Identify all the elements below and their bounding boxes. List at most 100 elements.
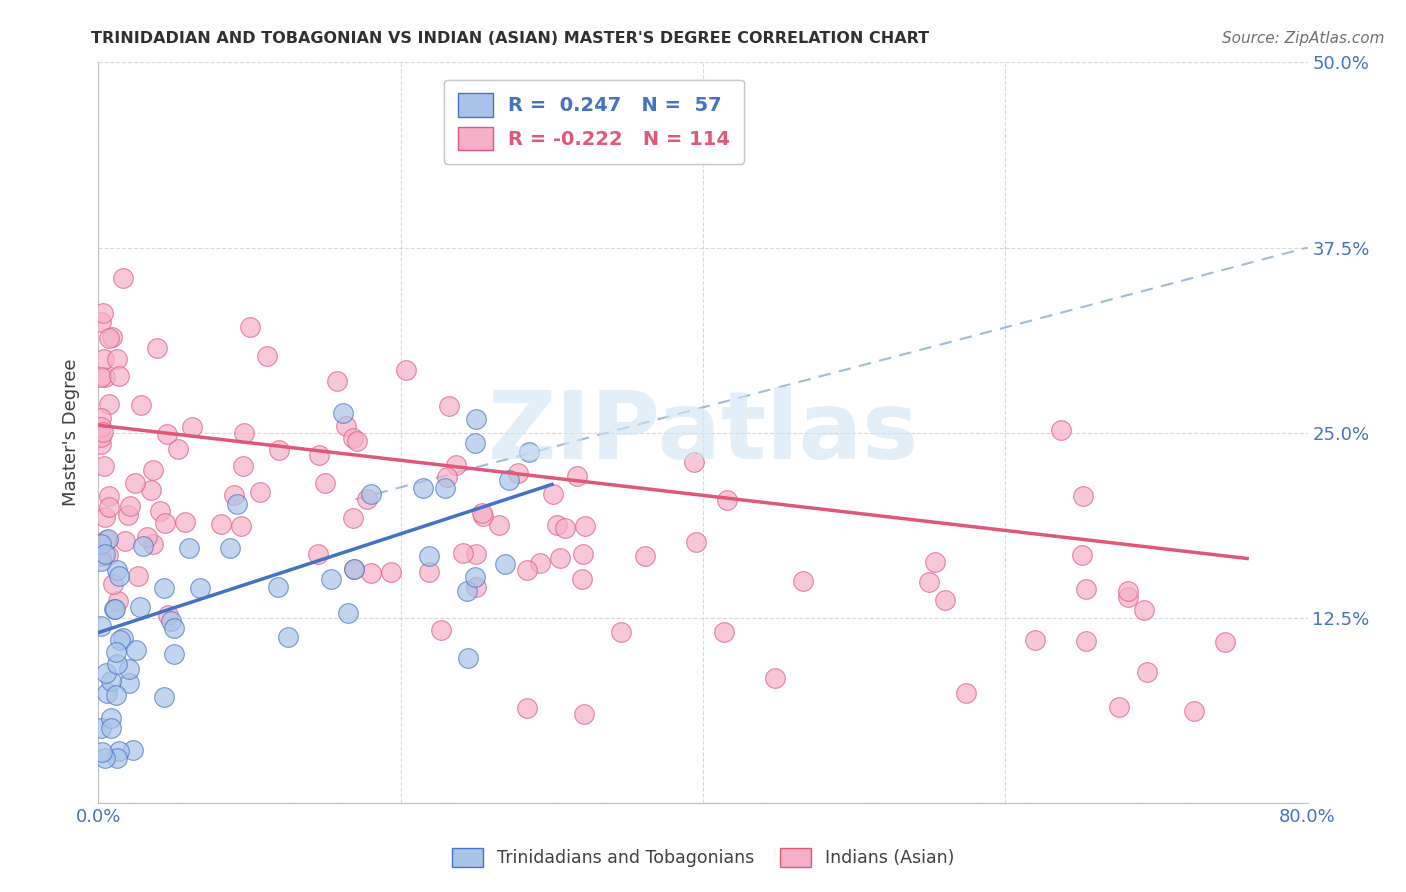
Point [517, 445, 540, 459]
Point [360, 487, 382, 501]
Point [1132, 603, 1154, 617]
Point [93, 459, 115, 474]
Point [93, 369, 115, 384]
Point [100, 711, 122, 725]
Point [90, 537, 112, 551]
Point [342, 511, 364, 525]
Point [319, 572, 342, 586]
Point [93, 547, 115, 561]
Point [104, 688, 127, 702]
Point [792, 574, 814, 589]
Point [112, 631, 135, 645]
Point [314, 476, 336, 491]
Point [360, 566, 382, 581]
Point [90, 618, 112, 632]
Point [118, 499, 141, 513]
Point [955, 686, 977, 700]
Point [380, 565, 402, 579]
Point [98, 489, 121, 503]
Point [472, 509, 495, 524]
Point [1024, 632, 1046, 647]
Point [118, 676, 141, 690]
Point [326, 374, 349, 388]
Text: TRINIDADIAN AND TOBAGONIAN VS INDIAN (ASIAN) MASTER'S DEGREE CORRELATION CHART: TRINIDADIAN AND TOBAGONIAN VS INDIAN (AS… [91, 31, 929, 46]
Point [508, 466, 530, 480]
Point [308, 448, 330, 462]
Point [464, 436, 486, 450]
Point [98, 500, 121, 514]
Point [97, 331, 120, 345]
Point [167, 442, 190, 456]
Point [103, 577, 125, 591]
Point [572, 548, 595, 562]
Point [453, 546, 475, 560]
Point [494, 558, 516, 572]
Point [343, 562, 366, 576]
Point [232, 425, 254, 440]
Point [1076, 633, 1098, 648]
Point [218, 541, 240, 555]
Point [222, 488, 245, 502]
Point [90, 370, 112, 384]
Point [343, 561, 366, 575]
Point [94, 533, 117, 548]
Point [1076, 582, 1098, 597]
Point [1049, 423, 1071, 437]
Point [181, 420, 204, 434]
Point [516, 701, 538, 715]
Point [1108, 699, 1130, 714]
Point [610, 625, 633, 640]
Point [412, 482, 434, 496]
Point [90, 721, 112, 735]
Point [124, 475, 146, 490]
Point [105, 751, 128, 765]
Point [157, 607, 180, 622]
Legend: R =  0.247   N =  57, R = -0.222   N = 114: R = 0.247 N = 57, R = -0.222 N = 114 [444, 79, 744, 164]
Legend: Trinidadians and Tobagonians, Indians (Asian): Trinidadians and Tobagonians, Indians (A… [444, 841, 962, 874]
Point [457, 651, 479, 665]
Point [108, 632, 131, 647]
Point [90, 436, 112, 450]
Point [465, 411, 488, 425]
Point [114, 534, 136, 549]
Point [142, 463, 165, 477]
Point [225, 497, 247, 511]
Point [127, 568, 149, 582]
Point [418, 565, 440, 579]
Point [105, 657, 128, 672]
Point [112, 270, 135, 285]
Point [107, 569, 129, 583]
Point [434, 481, 457, 495]
Point [100, 673, 122, 688]
Point [307, 547, 329, 561]
Point [229, 519, 252, 533]
Point [541, 486, 564, 500]
Point [418, 549, 440, 564]
Point [163, 647, 186, 661]
Point [465, 580, 488, 594]
Text: ZIPatlas: ZIPatlas [488, 386, 918, 479]
Point [356, 492, 378, 507]
Point [276, 630, 298, 644]
Point [97, 532, 120, 546]
Point [465, 547, 488, 561]
Point [91, 306, 114, 320]
Point [91, 745, 114, 759]
Point [471, 506, 494, 520]
Point [446, 458, 468, 472]
Point [142, 537, 165, 551]
Point [498, 473, 520, 487]
Point [634, 549, 657, 564]
Point [713, 624, 735, 639]
Point [571, 572, 593, 586]
Point [256, 349, 278, 363]
Point [160, 614, 183, 628]
Point [554, 521, 576, 535]
Point [105, 645, 128, 659]
Point [107, 593, 129, 607]
Point [155, 516, 177, 530]
Point [156, 427, 179, 442]
Point [90, 554, 112, 568]
Point [188, 581, 211, 595]
Point [108, 744, 131, 758]
